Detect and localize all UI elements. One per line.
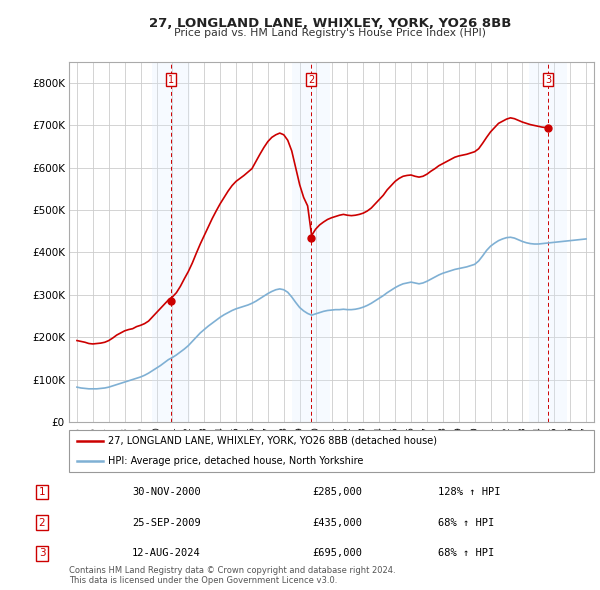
- Text: 12-AUG-2024: 12-AUG-2024: [132, 549, 201, 558]
- Bar: [529, 62, 567, 422]
- Text: 1: 1: [168, 74, 174, 84]
- Text: 68% ↑ HPI: 68% ↑ HPI: [438, 549, 494, 558]
- Text: Price paid vs. HM Land Registry's House Price Index (HPI): Price paid vs. HM Land Registry's House …: [174, 28, 486, 38]
- Text: 2: 2: [308, 74, 314, 84]
- Text: 27, LONGLAND LANE, WHIXLEY, YORK, YO26 8BB (detached house): 27, LONGLAND LANE, WHIXLEY, YORK, YO26 8…: [109, 436, 437, 446]
- Text: 27, LONGLAND LANE, WHIXLEY, YORK, YO26 8BB: 27, LONGLAND LANE, WHIXLEY, YORK, YO26 8…: [149, 17, 511, 30]
- Bar: [292, 62, 331, 422]
- Bar: [152, 62, 190, 422]
- FancyBboxPatch shape: [69, 430, 594, 472]
- Text: 2: 2: [38, 518, 46, 527]
- Text: 30-NOV-2000: 30-NOV-2000: [132, 487, 201, 497]
- Text: HPI: Average price, detached house, North Yorkshire: HPI: Average price, detached house, Nort…: [109, 457, 364, 466]
- Text: £285,000: £285,000: [312, 487, 362, 497]
- Text: 128% ↑ HPI: 128% ↑ HPI: [438, 487, 500, 497]
- Text: £695,000: £695,000: [312, 549, 362, 558]
- Text: 68% ↑ HPI: 68% ↑ HPI: [438, 518, 494, 527]
- Text: 3: 3: [38, 549, 46, 558]
- Text: Contains HM Land Registry data © Crown copyright and database right 2024.
This d: Contains HM Land Registry data © Crown c…: [69, 566, 395, 585]
- Text: 1: 1: [38, 487, 46, 497]
- Text: 25-SEP-2009: 25-SEP-2009: [132, 518, 201, 527]
- Text: 3: 3: [545, 74, 551, 84]
- Text: £435,000: £435,000: [312, 518, 362, 527]
